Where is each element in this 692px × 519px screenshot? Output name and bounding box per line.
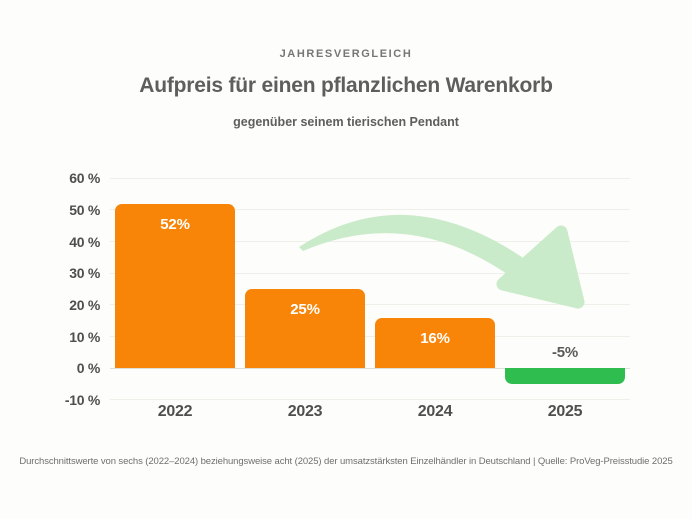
- x-axis-label: 2023: [287, 403, 323, 420]
- bar-2022: [115, 203, 235, 369]
- chart-overline: JAHRESVERGLEICH: [279, 48, 413, 60]
- x-axis-label: 2024: [417, 403, 453, 420]
- bar-value-label: -5%: [551, 344, 579, 362]
- bar-value-label: 52%: [160, 215, 190, 233]
- bar-2023: [245, 289, 365, 369]
- gridline: [110, 304, 630, 306]
- zero-gridline: [110, 367, 630, 369]
- source-note: Durchschnittswerte von sechs (2022–2024)…: [19, 456, 673, 467]
- bar-value-label: 25%: [290, 301, 320, 319]
- gridline: [110, 177, 630, 179]
- bar-2025: [505, 368, 625, 385]
- gridline: [110, 209, 630, 211]
- gridline: [110, 399, 630, 401]
- y-axis-tick-label: 50 %: [69, 201, 100, 218]
- y-axis-tick-label: 10 %: [69, 328, 100, 345]
- y-axis-tick-label: 20 %: [69, 296, 100, 313]
- x-axis-label: 2025: [547, 403, 583, 420]
- chart-title: Aufpreis für einen pflanzlichen Warenkor…: [139, 74, 553, 97]
- y-axis-tick-label: 30 %: [69, 265, 100, 282]
- x-axis-label: 2022: [157, 403, 193, 420]
- y-axis-tick-label: 60 %: [69, 170, 100, 187]
- y-axis-tick-label: -10 %: [64, 391, 100, 408]
- gridline: [110, 336, 630, 338]
- y-axis-tick-label: 40 %: [69, 233, 100, 250]
- y-axis-tick-label: 0 %: [76, 360, 101, 377]
- bar-value-label: 16%: [420, 329, 450, 347]
- chart-subtitle: gegenüber seinem tierischen Pendant: [233, 115, 459, 129]
- bar-2024: [375, 317, 495, 369]
